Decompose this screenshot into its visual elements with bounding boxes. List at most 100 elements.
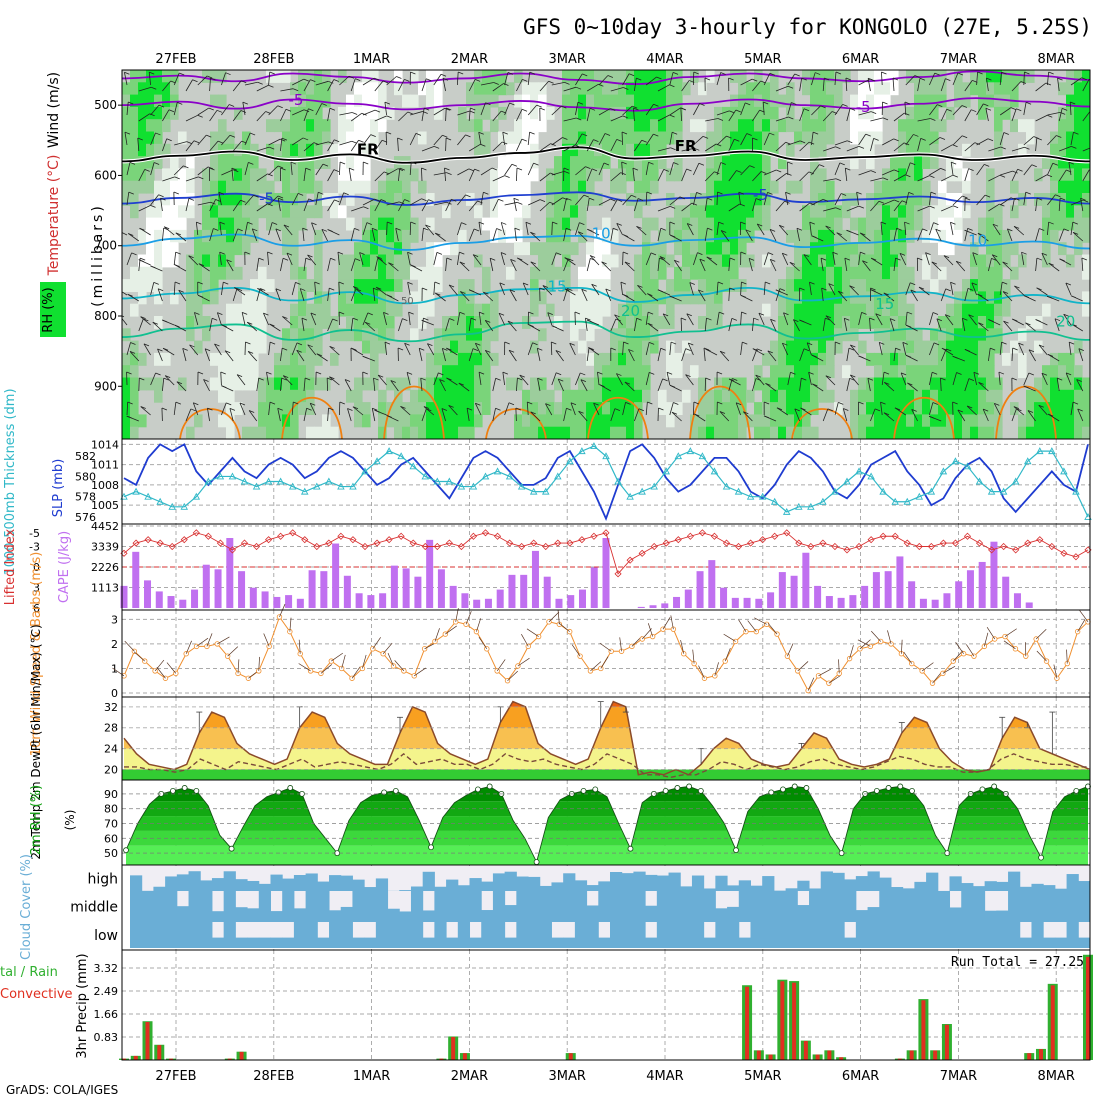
cloud-cell <box>844 879 857 891</box>
wind-barb <box>521 634 529 647</box>
li-point <box>759 536 767 544</box>
isotherm-FR <box>122 146 1090 164</box>
thickness-point <box>469 482 478 490</box>
cloud-cell <box>727 885 740 891</box>
cloud-cell <box>235 907 248 922</box>
wind-barb <box>921 662 934 672</box>
thickness-point <box>879 487 887 495</box>
dewpoint-line <box>124 752 1090 779</box>
cape-tick-label: 2226 <box>91 561 119 574</box>
cloud-cell <box>504 905 517 922</box>
cloud-cell <box>188 871 201 891</box>
li-point <box>445 539 453 547</box>
cloud-cell <box>457 885 471 891</box>
date-label-bottom: 2MAR <box>451 1069 488 1084</box>
cloud-cell <box>457 922 471 948</box>
cloud-cell <box>270 874 283 891</box>
wind-barb <box>414 667 427 677</box>
cloud-cell <box>422 910 435 922</box>
cloud-cell <box>528 891 541 922</box>
thickness-point <box>927 487 936 495</box>
wind-barb <box>714 662 719 676</box>
rh-point <box>733 847 739 854</box>
wind-barb <box>362 654 367 669</box>
cloud-cell <box>516 891 529 922</box>
pressure-tick-label: 600 <box>94 168 117 182</box>
wind-barb <box>478 637 488 650</box>
pressure-tick-label: 500 <box>94 98 117 112</box>
thickness-point <box>987 487 996 495</box>
wind-barb <box>372 637 381 650</box>
thickness-point <box>168 502 176 510</box>
thickness-point <box>951 457 960 465</box>
cloud-cell <box>352 879 365 891</box>
thickness-point <box>144 492 152 500</box>
cape-tick-label: 1113 <box>91 582 119 595</box>
cloud-cell <box>1019 891 1032 922</box>
li-point <box>554 539 562 547</box>
rh-point <box>627 845 634 852</box>
thickness-point <box>385 447 393 455</box>
cloud-cell <box>762 922 775 948</box>
wind-barb <box>289 617 292 632</box>
thickness-point <box>1036 447 1044 455</box>
cloud-cell <box>1078 937 1091 948</box>
rh-point <box>392 787 399 794</box>
wind-barb <box>986 627 996 640</box>
cloud-cell <box>1054 888 1068 891</box>
cape-bar <box>426 539 434 608</box>
pressure-tick-label: 900 <box>94 379 117 393</box>
cloud-cell <box>211 911 225 922</box>
cape-tick-label: 3339 <box>91 541 119 554</box>
thickness-tick-label: 576 <box>75 511 96 524</box>
thickness-point <box>397 452 405 460</box>
cloud-cell <box>188 922 201 948</box>
li-point <box>807 542 815 551</box>
cape-bar <box>132 551 140 608</box>
precip-convective-bar <box>827 1050 832 1060</box>
cloud-cell <box>200 880 213 891</box>
cloud-cell <box>528 876 541 891</box>
cloud-cell <box>926 872 939 891</box>
cloud-cell <box>1031 922 1044 948</box>
cape-bar <box>767 592 775 608</box>
wind-barb <box>1004 628 1017 637</box>
thickness-point <box>156 497 164 505</box>
cloud-cell <box>258 937 271 948</box>
isotherm-lines <box>122 70 1090 439</box>
rh-legend-swatch <box>40 282 66 337</box>
rh-point <box>123 847 129 854</box>
wind-barb <box>298 639 301 654</box>
cloud-cell <box>247 880 260 891</box>
cloud-cell <box>937 922 951 948</box>
li-axis-label: Lifted Index <box>3 528 18 605</box>
cloud-cell <box>481 922 494 948</box>
cape-bar <box>473 599 481 608</box>
wind-barb <box>670 615 674 630</box>
cape-bar <box>884 571 892 608</box>
cloud-cell <box>364 887 377 891</box>
cape-bar <box>990 541 998 608</box>
cloud-cell <box>645 874 658 891</box>
cape-bar <box>555 598 563 608</box>
cape-bar <box>202 564 210 608</box>
cloud-cell <box>691 875 705 891</box>
rh-point <box>181 785 188 791</box>
li-point <box>530 539 538 547</box>
cloud-cell <box>996 910 1009 922</box>
rh-tick-label: 90 <box>104 788 118 801</box>
rh-point <box>803 785 810 791</box>
precip-convective-bar <box>227 1058 232 1060</box>
isotherm-25 <box>587 397 649 439</box>
cape-bar <box>696 571 704 608</box>
cloud-cell <box>258 891 271 922</box>
cloud-cell <box>235 879 248 891</box>
cloud-cell <box>785 891 798 922</box>
cloud-cell <box>223 871 236 891</box>
cape-bar <box>825 596 833 608</box>
cloud-cell <box>902 922 915 948</box>
cape-bar <box>508 574 516 608</box>
rh-axis-label: 2m RH (%) <box>29 785 44 856</box>
run-total-label: Run Total = 27.25 <box>951 955 1084 970</box>
cape-bar <box>214 569 222 608</box>
